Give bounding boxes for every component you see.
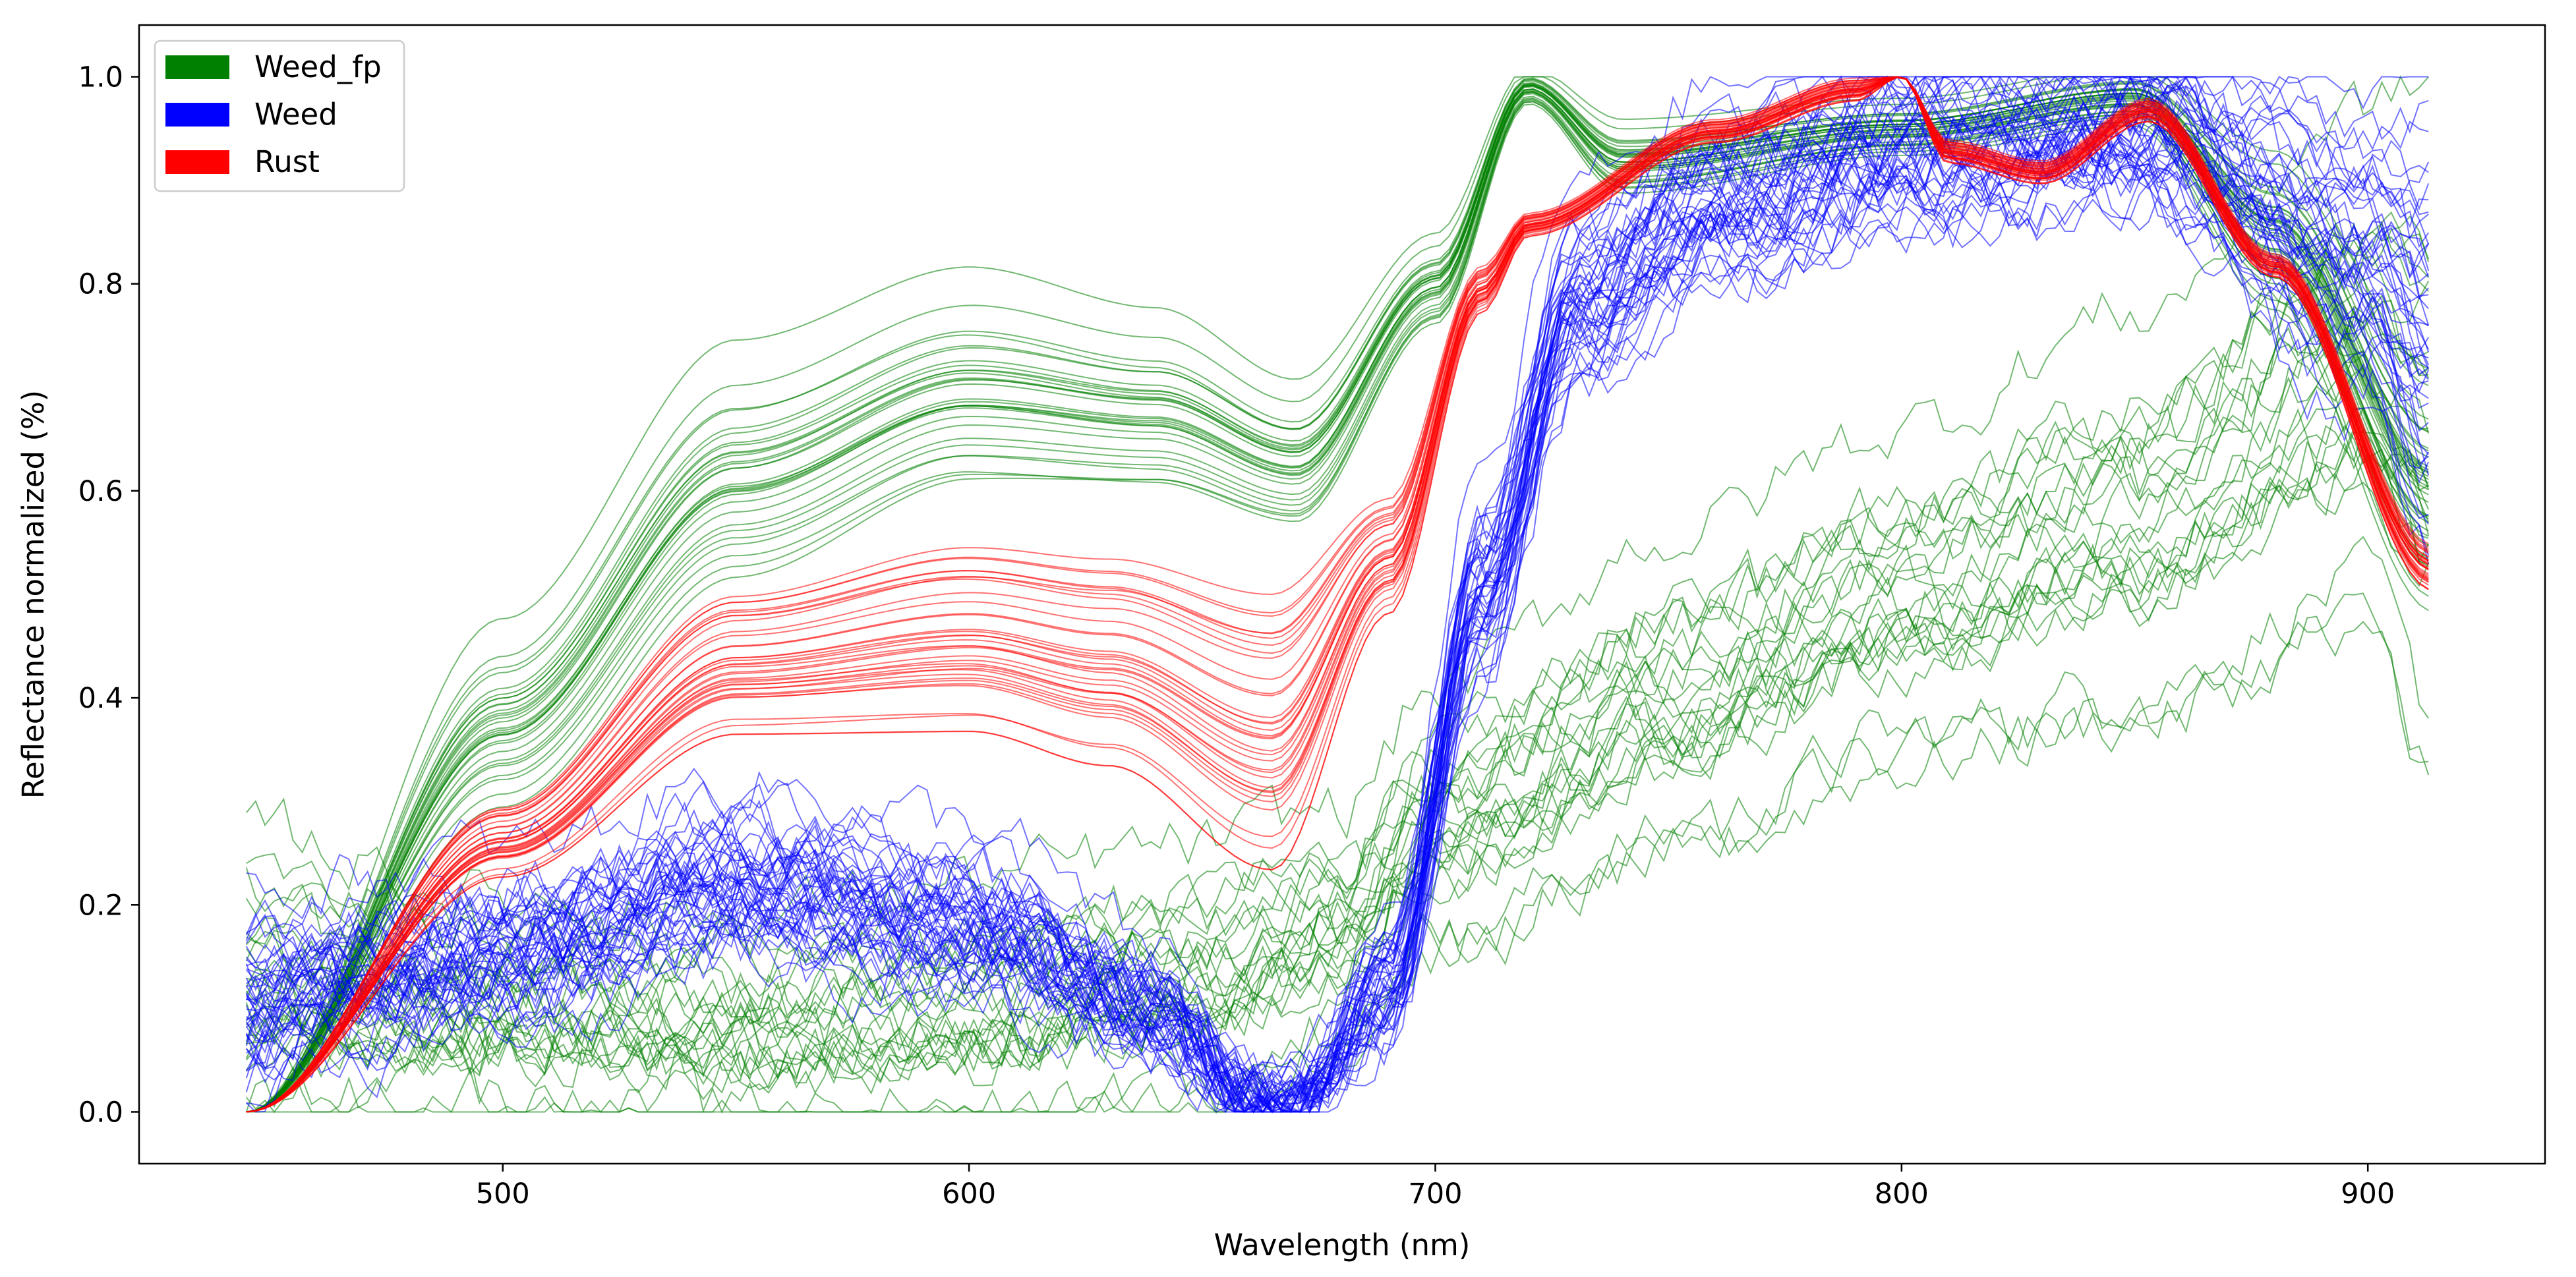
y-axis-label: Reflectance normalized (%)	[16, 390, 51, 799]
spectrum-line	[246, 76, 2429, 1113]
x-tick-label: 500	[476, 1178, 530, 1210]
plot-frame	[138, 24, 2546, 1165]
spectrum-line	[245, 615, 2430, 1114]
x-tick-label: 800	[1875, 1178, 1929, 1210]
legend-swatch-weed-fp	[165, 55, 229, 79]
spectrum-line	[246, 76, 2429, 1113]
series-weed	[245, 74, 2430, 1114]
y-tick-label: 0.0	[78, 1096, 123, 1129]
legend-swatch-weed	[165, 103, 229, 127]
spectrum-line	[246, 76, 2429, 1113]
spectrum-line	[246, 76, 2429, 1113]
y-tick-label: 1.0	[78, 61, 123, 94]
y-tick-label: 0.4	[78, 682, 123, 715]
legend: Weed_fp Weed Rust	[154, 40, 405, 192]
spectrum-line	[246, 76, 2429, 1113]
spectrum-line	[246, 92, 2429, 1113]
x-axis-label: Wavelength (nm)	[1214, 1228, 1471, 1263]
series-rust	[246, 76, 2429, 1113]
spectrum-line	[245, 136, 2429, 1114]
spectrum-line	[246, 76, 2429, 1113]
spectrum-line	[245, 310, 2430, 1038]
spectrum-line	[245, 367, 2430, 1085]
x-tick-label: 900	[2341, 1178, 2395, 1210]
legend-label-rust: Rust	[254, 144, 320, 179]
spectrum-line	[246, 353, 2429, 1090]
spectrum-line	[245, 431, 2429, 1100]
x-tick-label: 700	[1408, 1178, 1462, 1210]
legend-label-weed-fp: Weed_fp	[254, 49, 382, 84]
spectrum-line	[246, 76, 2429, 1113]
spectrum-line	[246, 299, 2429, 1041]
spectrum-line	[246, 354, 2429, 1091]
spectrum-line	[246, 76, 2430, 1113]
spectrum-line	[246, 195, 2430, 1113]
spectrum-line	[245, 138, 2430, 1113]
spectrum-line	[246, 109, 2430, 1113]
spectrum-line	[246, 76, 2429, 1113]
y-tick-label: 0.8	[78, 268, 123, 301]
x-tick-label: 600	[942, 1178, 996, 1210]
legend-swatch-rust	[165, 150, 229, 174]
spectrum-line	[246, 80, 2429, 1113]
spectrum-line	[246, 101, 2429, 1113]
spectrum-line	[246, 90, 2429, 1113]
spectrum-line	[245, 75, 2430, 1113]
spectrum-line	[246, 88, 2429, 1113]
spectrum-line	[246, 472, 2430, 1087]
spectrum-line	[246, 425, 2430, 1084]
ticks-layer: 500 600 700 800 900 0.0 0.2 0.4 0.6 0.8 1.0	[78, 61, 2395, 1210]
spectrum-line	[246, 160, 2429, 1114]
spectrum-line	[245, 107, 2429, 1113]
spectrum-line	[246, 86, 2429, 1113]
spectrum-line	[245, 275, 2429, 1031]
y-tick-label: 0.6	[78, 475, 123, 508]
spectrum-line	[246, 76, 2429, 1113]
spectrum-line	[246, 76, 2429, 1113]
spectrum-line	[246, 93, 2429, 1113]
spectrum-line	[246, 162, 2430, 1114]
y-tick-label: 0.2	[78, 889, 123, 922]
spectrum-line	[246, 75, 2429, 1111]
spectrum-line	[245, 143, 2429, 1113]
spectrum-line	[245, 75, 2429, 957]
legend-label-weed: Weed	[254, 97, 337, 132]
spectrum-line	[245, 407, 2430, 1064]
series-layer	[245, 74, 2430, 1114]
spectrum-line	[245, 449, 2430, 1094]
spectrum-line	[245, 215, 2430, 1013]
